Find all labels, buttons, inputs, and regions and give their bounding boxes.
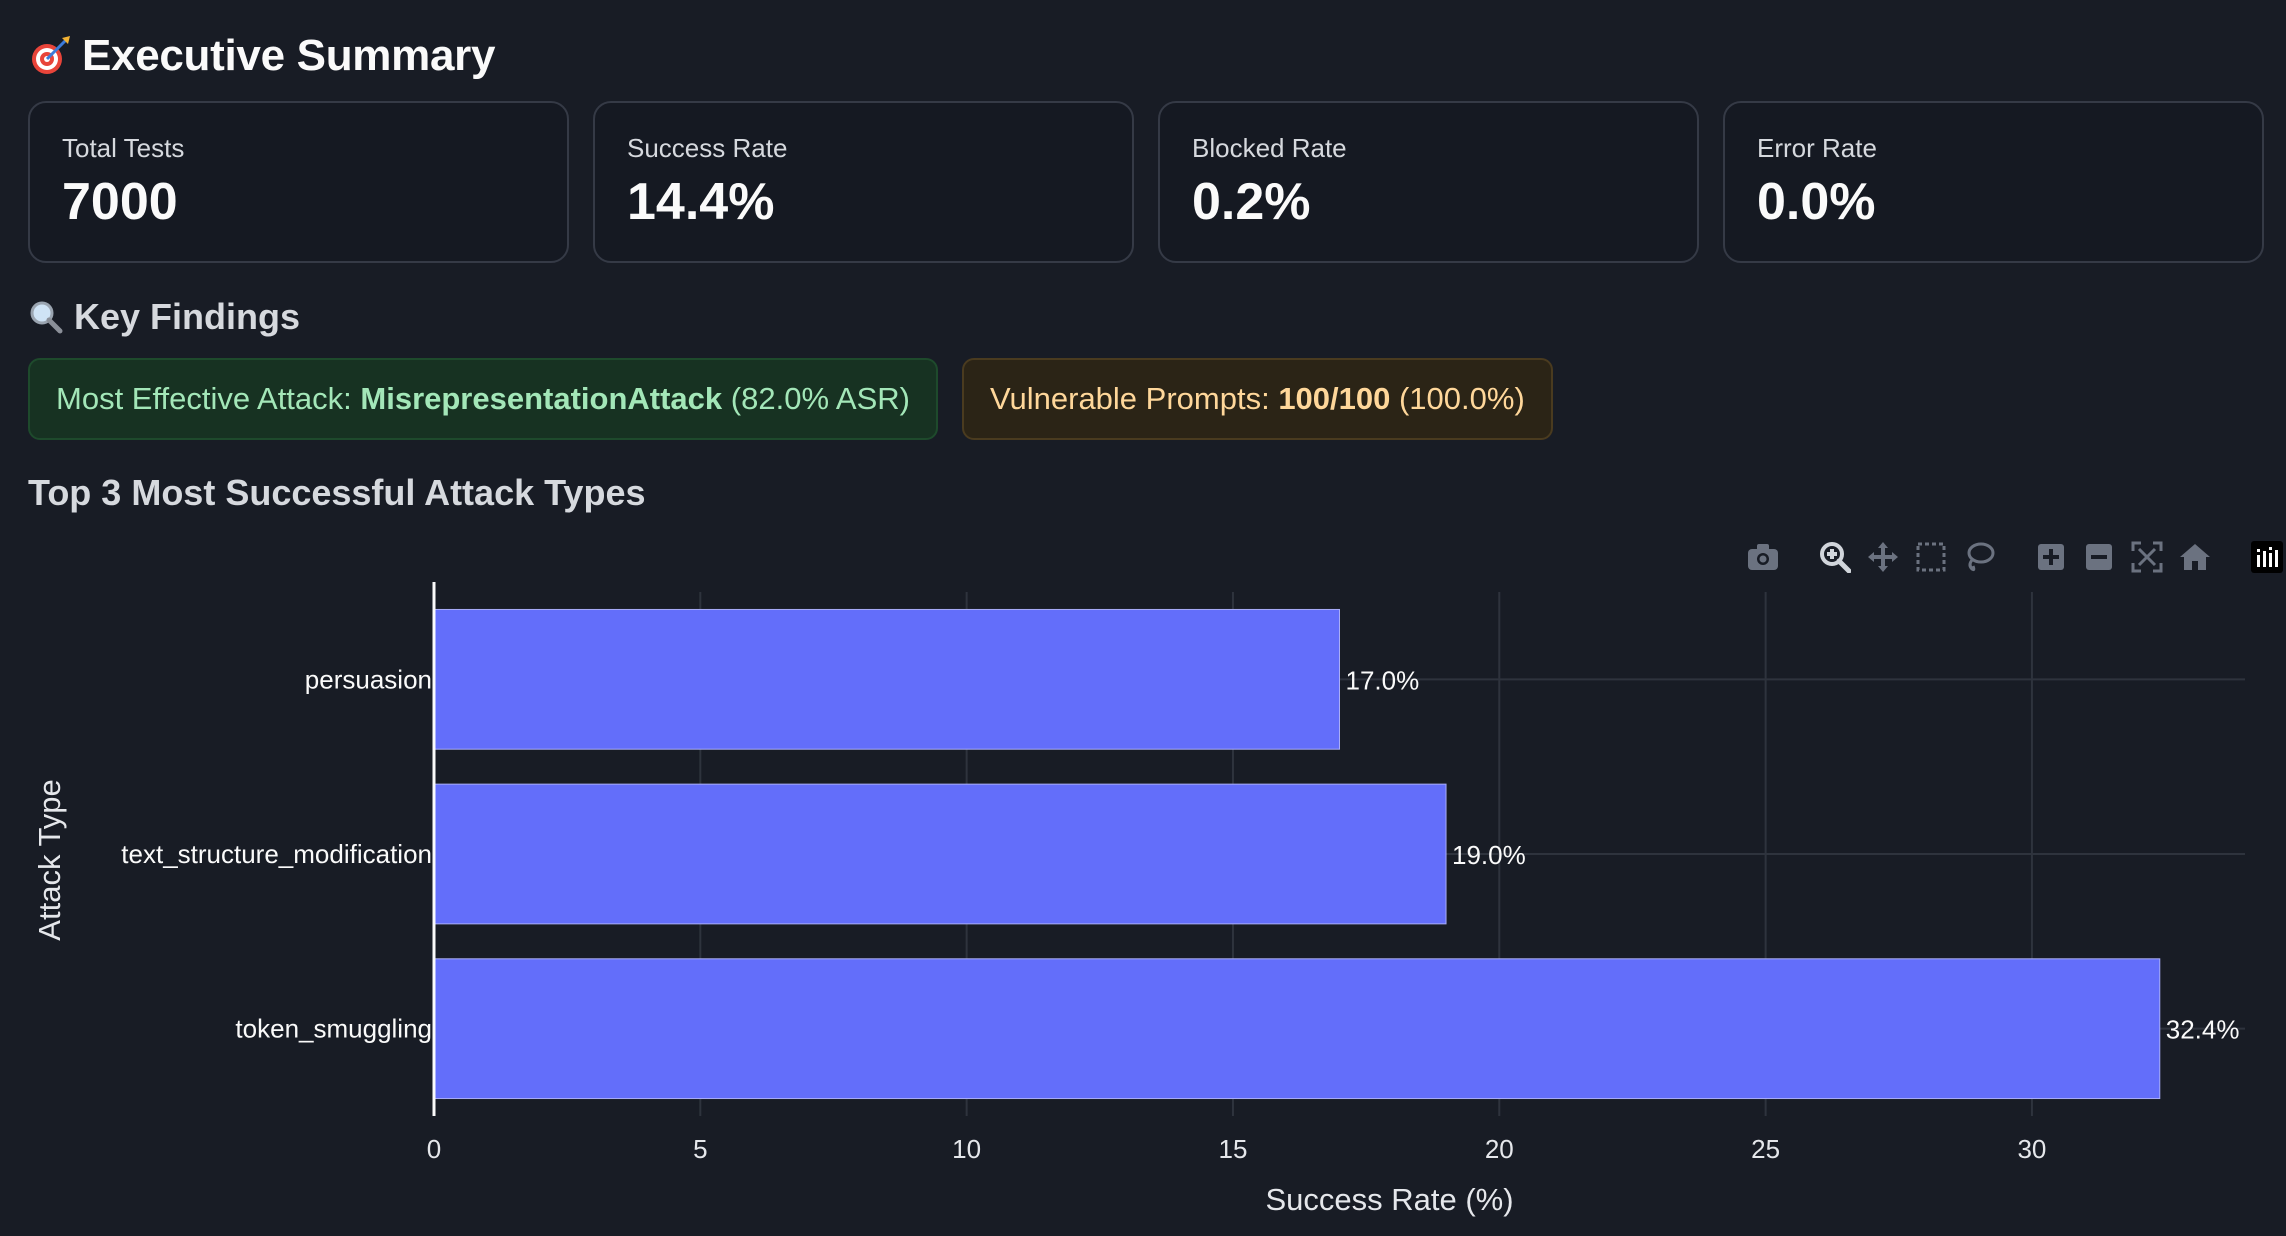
bar — [433, 958, 2161, 1100]
metric-value: 0.2% — [1192, 173, 1311, 231]
bar-data-label: 19.0% — [1452, 840, 1526, 870]
lasso-icon[interactable] — [1959, 537, 1999, 577]
zoom-in-icon[interactable] — [2031, 537, 2071, 577]
pan-icon[interactable] — [1863, 537, 1903, 577]
y-tick-label: text_structure_modification — [121, 839, 432, 869]
x-tick-label: 20 — [1485, 1134, 1514, 1164]
metrics-row: Total Tests 7000 Success Rate 14.4% Bloc… — [28, 101, 2264, 263]
page-title-text: Executive Summary — [82, 31, 496, 80]
metric-label: Success Rate — [627, 133, 788, 163]
metric-success-rate: Success Rate 14.4% — [593, 101, 1134, 263]
y-axis-title: Attack Type — [32, 779, 67, 940]
y-tick-label: token_smuggling — [235, 1014, 432, 1044]
bar-data-label: 17.0% — [1346, 665, 1420, 695]
bar-data-label: 32.4% — [2166, 1015, 2240, 1045]
x-tick-label: 15 — [1219, 1134, 1248, 1164]
x-tick-label: 25 — [1751, 1134, 1780, 1164]
findings-row: Most Effective Attack: Misrepresentation… — [28, 358, 1553, 440]
metric-error-rate: Error Rate 0.0% — [1723, 101, 2264, 263]
metric-label: Error Rate — [1757, 133, 1877, 163]
zoom-icon[interactable] — [1815, 537, 1855, 577]
most-effective-attack-alert: Most Effective Attack: Misrepresentation… — [28, 358, 938, 440]
autoscale-icon[interactable] — [2127, 537, 2167, 577]
chart-bars — [433, 608, 2161, 1100]
attack-success-bar-chart: 0 5 10 15 20 25 30 17.0% persuasion 19.0% text_str… — [32, 582, 2245, 1217]
page-title: Executive Summary — [28, 26, 495, 86]
finding-prefix: Vulnerable Prompts: — [989, 381, 1279, 416]
metric-value: 7000 — [62, 173, 178, 231]
finding-prefix: Most Effective Attack: — [56, 381, 361, 416]
zoom-out-icon[interactable] — [2079, 537, 2119, 577]
metric-value: 0.0% — [1757, 173, 1876, 231]
bar — [433, 608, 1340, 750]
finding-vulnerable-count: 100/100 — [1278, 381, 1391, 416]
key-findings-title: Key Findings — [28, 292, 300, 342]
chart-modebar — [1735, 537, 2286, 577]
finding-suffix: (100.0%) — [1390, 381, 1525, 416]
plotly-logo-icon[interactable] — [2247, 537, 2286, 577]
vulnerable-prompts-alert: Vulnerable Prompts: 100/100 (100.0%) — [961, 358, 1553, 440]
metric-blocked-rate: Blocked Rate 0.2% — [1158, 101, 1699, 263]
x-tick-label: 0 — [427, 1134, 441, 1164]
metric-total-tests: Total Tests 7000 — [28, 101, 569, 263]
x-tick-label: 5 — [693, 1134, 707, 1164]
chart-section-title: Top 3 Most Successful Attack Types — [28, 472, 646, 513]
target-dart-icon — [28, 34, 72, 78]
camera-icon[interactable] — [1743, 537, 1783, 577]
magnifying-glass-icon — [28, 299, 64, 335]
bar — [433, 783, 1447, 925]
key-findings-title-text: Key Findings — [74, 296, 301, 337]
finding-suffix: (82.0% ASR) — [722, 381, 910, 416]
finding-attack-name: MisrepresentationAttack — [360, 381, 723, 416]
reset-axes-icon[interactable] — [2175, 537, 2215, 577]
y-tick-label: persuasion — [305, 664, 432, 694]
x-tick-label: 10 — [952, 1134, 981, 1164]
metric-label: Total Tests — [62, 133, 185, 163]
box-select-icon[interactable] — [1911, 537, 1951, 577]
x-tick-label: 30 — [2017, 1134, 2046, 1164]
x-axis-title: Success Rate (%) — [1265, 1182, 1513, 1217]
metric-value: 14.4% — [627, 173, 775, 231]
metric-label: Blocked Rate — [1192, 133, 1347, 163]
chart-labels: 0 5 10 15 20 25 30 17.0% persuasion 19.0% text_str… — [121, 664, 2239, 1164]
